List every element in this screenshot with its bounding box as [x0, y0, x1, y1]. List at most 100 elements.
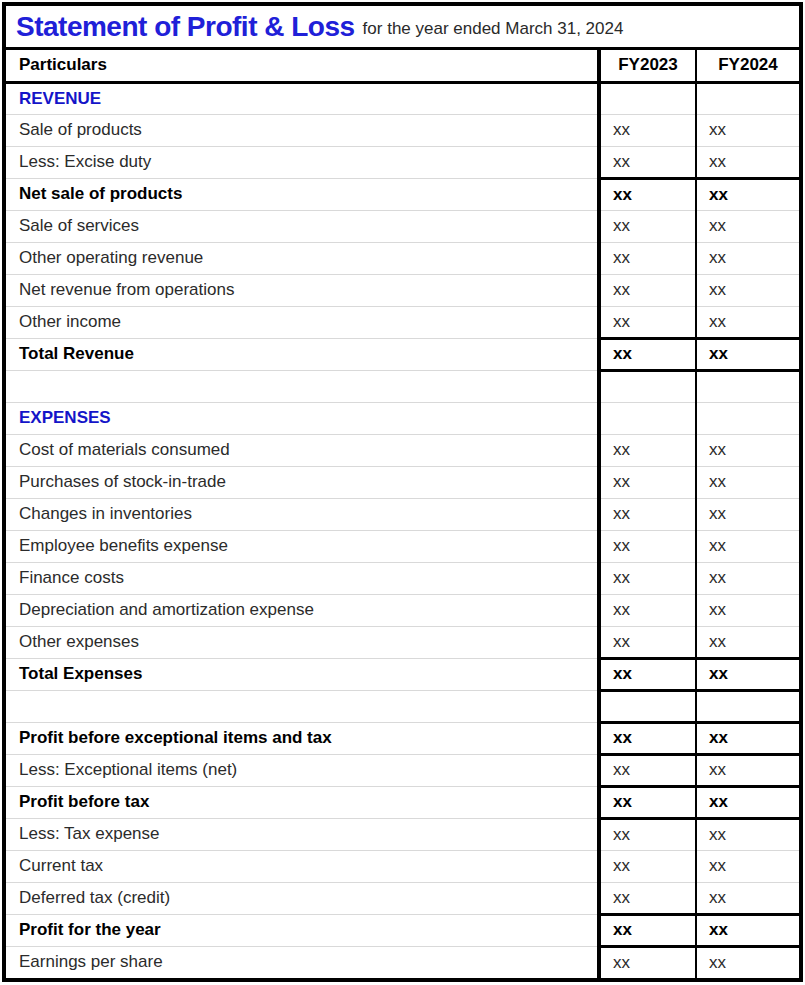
- table-row: Other operating revenue xx xx: [6, 242, 799, 274]
- table-row: [6, 370, 799, 402]
- table-row: Profit before exceptional items and tax …: [6, 722, 799, 754]
- row-fy2023-value: xx: [599, 946, 696, 978]
- row-label: Less: Tax expense: [6, 818, 599, 850]
- row-fy2024-value: xx: [696, 306, 799, 338]
- row-fy2023-value: xx: [599, 626, 696, 658]
- row-fy2023-value: xx: [599, 882, 696, 914]
- profit-loss-table: Particulars FY2023 FY2024 REVENUE Sale o…: [6, 50, 799, 978]
- row-fy2023-value: xx: [599, 466, 696, 498]
- header-particulars: Particulars: [6, 50, 599, 82]
- row-fy2024-value: xx: [696, 466, 799, 498]
- row-label: EXPENSES: [6, 402, 599, 434]
- table-row: Depreciation and amortization expense xx…: [6, 594, 799, 626]
- row-fy2024-value: [696, 82, 799, 114]
- row-fy2024-value: xx: [696, 626, 799, 658]
- table-row: Sale of services xx xx: [6, 210, 799, 242]
- row-fy2024-value: xx: [696, 178, 799, 210]
- row-fy2023-value: [599, 370, 696, 402]
- profit-loss-statement-card: Statement of Profit & Loss for the year …: [2, 2, 803, 982]
- row-label: Total Revenue: [6, 338, 599, 370]
- row-fy2024-value: xx: [696, 722, 799, 754]
- row-label: Other income: [6, 306, 599, 338]
- row-fy2023-value: xx: [599, 498, 696, 530]
- row-fy2024-value: xx: [696, 914, 799, 946]
- row-label: Cost of materials consumed: [6, 434, 599, 466]
- row-fy2024-value: xx: [696, 434, 799, 466]
- row-fy2023-value: xx: [599, 786, 696, 818]
- table-row: Current tax xx xx: [6, 850, 799, 882]
- title-subtitle: for the year ended March 31, 2024: [363, 14, 624, 39]
- row-fy2024-value: [696, 402, 799, 434]
- table-row: [6, 690, 799, 722]
- row-label: [6, 370, 599, 402]
- table-row: Deferred tax (credit) xx xx: [6, 882, 799, 914]
- row-label: REVENUE: [6, 82, 599, 114]
- row-label: Profit for the year: [6, 914, 599, 946]
- row-fy2023-value: xx: [599, 754, 696, 786]
- row-fy2024-value: xx: [696, 946, 799, 978]
- table-row: Total Expenses xx xx: [6, 658, 799, 690]
- row-fy2024-value: xx: [696, 146, 799, 178]
- title-bar: Statement of Profit & Loss for the year …: [6, 6, 799, 50]
- table-row: Other expenses xx xx: [6, 626, 799, 658]
- table-row: REVENUE: [6, 82, 799, 114]
- row-fy2023-value: xx: [599, 178, 696, 210]
- page-title: Statement of Profit & Loss: [16, 11, 355, 43]
- table-body: REVENUE Sale of products xx xx Less: Exc…: [6, 82, 799, 978]
- table-row: Cost of materials consumed xx xx: [6, 434, 799, 466]
- header-fy2023: FY2023: [599, 50, 696, 82]
- table-row: Net sale of products xx xx: [6, 178, 799, 210]
- table-row: Net revenue from operations xx xx: [6, 274, 799, 306]
- row-label: Less: Excise duty: [6, 146, 599, 178]
- row-label: Other expenses: [6, 626, 599, 658]
- row-fy2023-value: xx: [599, 722, 696, 754]
- row-fy2023-value: xx: [599, 146, 696, 178]
- row-label: Deferred tax (credit): [6, 882, 599, 914]
- row-label: Finance costs: [6, 562, 599, 594]
- table-row: Total Revenue xx xx: [6, 338, 799, 370]
- row-fy2023-value: xx: [599, 338, 696, 370]
- table-row: Profit for the year xx xx: [6, 914, 799, 946]
- row-fy2024-value: xx: [696, 850, 799, 882]
- row-fy2023-value: xx: [599, 850, 696, 882]
- row-label: Other operating revenue: [6, 242, 599, 274]
- row-label: Employee benefits expense: [6, 530, 599, 562]
- row-label: [6, 690, 599, 722]
- row-fy2023-value: xx: [599, 306, 696, 338]
- row-label: Net sale of products: [6, 178, 599, 210]
- row-label: Net revenue from operations: [6, 274, 599, 306]
- table-row: Less: Exceptional items (net) xx xx: [6, 754, 799, 786]
- table-row: Purchases of stock-in-trade xx xx: [6, 466, 799, 498]
- table-row: Other income xx xx: [6, 306, 799, 338]
- row-label: Earnings per share: [6, 946, 599, 978]
- row-fy2024-value: xx: [696, 594, 799, 626]
- row-fy2024-value: xx: [696, 818, 799, 850]
- row-fy2023-value: xx: [599, 562, 696, 594]
- row-fy2023-value: xx: [599, 594, 696, 626]
- row-label: Less: Exceptional items (net): [6, 754, 599, 786]
- row-label: Profit before tax: [6, 786, 599, 818]
- row-fy2023-value: xx: [599, 114, 696, 146]
- row-label: Total Expenses: [6, 658, 599, 690]
- table-row: Earnings per share xx xx: [6, 946, 799, 978]
- table-row: Profit before tax xx xx: [6, 786, 799, 818]
- row-fy2024-value: xx: [696, 562, 799, 594]
- row-fy2024-value: xx: [696, 338, 799, 370]
- row-fy2023-value: xx: [599, 274, 696, 306]
- table-row: Finance costs xx xx: [6, 562, 799, 594]
- table-row: Employee benefits expense xx xx: [6, 530, 799, 562]
- row-fy2024-value: xx: [696, 658, 799, 690]
- row-fy2024-value: xx: [696, 754, 799, 786]
- row-fy2023-value: xx: [599, 530, 696, 562]
- table-row: Less: Excise duty xx xx: [6, 146, 799, 178]
- row-label: Changes in inventories: [6, 498, 599, 530]
- row-fy2023-value: [599, 690, 696, 722]
- table-row: Sale of products xx xx: [6, 114, 799, 146]
- row-fy2024-value: xx: [696, 242, 799, 274]
- row-fy2024-value: xx: [696, 498, 799, 530]
- row-fy2023-value: [599, 402, 696, 434]
- row-fy2023-value: xx: [599, 818, 696, 850]
- row-label: Sale of products: [6, 114, 599, 146]
- page: Statement of Profit & Loss for the year …: [0, 0, 805, 985]
- table-row: Changes in inventories xx xx: [6, 498, 799, 530]
